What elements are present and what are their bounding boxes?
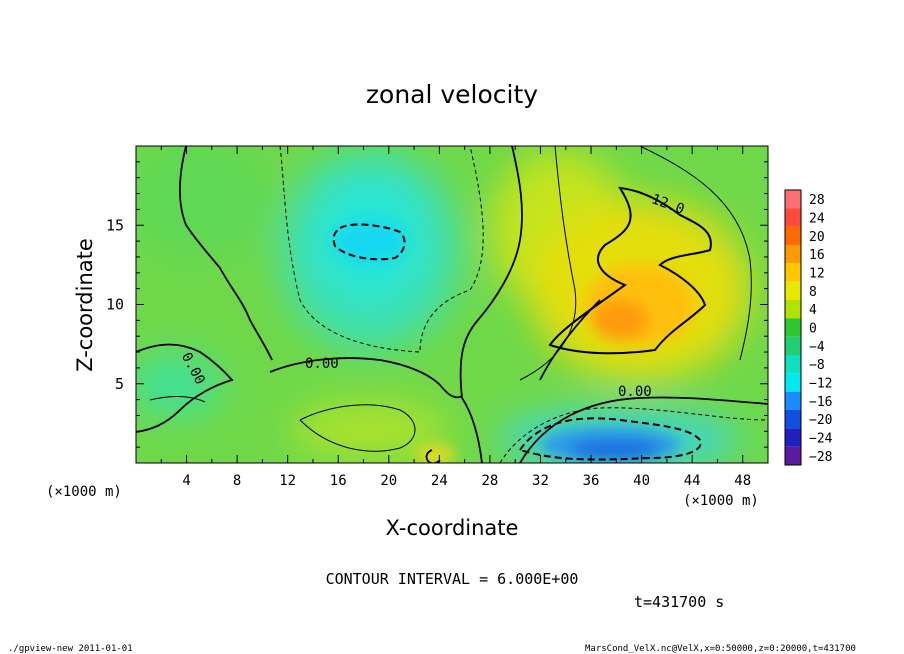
colorbar-label: 20 [809, 230, 825, 245]
colorbar-label: −20 [809, 413, 832, 428]
colorbar-swatch [785, 208, 801, 227]
colorbar-swatch [785, 446, 801, 465]
colorbar-swatch [785, 226, 801, 245]
x-unit-left: (×1000 m) [46, 484, 122, 500]
colorbar-label: −28 [809, 450, 832, 465]
colorbar-swatch [785, 391, 801, 410]
x-tick-label: 24 [431, 473, 448, 489]
colorbar-label: −24 [809, 432, 833, 447]
y-tick-label: 5 [115, 375, 124, 393]
x-tick-label: 36 [583, 473, 600, 489]
colorbar: 28 24 20 16 12 8 4 0 −4 −8 −12 −16 −20 −24 −28 [784, 189, 833, 466]
colorbar-swatch [785, 318, 801, 337]
colorbar-swatch [785, 190, 801, 209]
footer-right: MarsCond_VelX.nc@VelX,x=0:50000,z=0:2000… [585, 644, 856, 654]
contour-interval: CONTOUR INTERVAL = 6.000E+00 [326, 570, 579, 588]
x-tick-label: 12 [279, 473, 296, 489]
chart-title: zonal velocity [366, 80, 538, 109]
colorbar-swatch [785, 410, 801, 429]
colorbar-label: 4 [809, 303, 817, 318]
thin-contours [149, 146, 768, 463]
colorbar-label: −16 [809, 395, 832, 410]
colorbar-swatch [785, 355, 801, 374]
colorbar-label: −8 [809, 358, 825, 373]
x-tick-label: 28 [481, 473, 498, 489]
colorbar-label: 28 [809, 193, 825, 208]
contour-label: 0.00 [618, 384, 652, 400]
colorbar-label: 8 [809, 285, 817, 300]
x-tick-label: 20 [380, 473, 397, 489]
y-axis-label: Z-coordinate [73, 238, 97, 372]
colorbar-label: 24 [809, 212, 825, 227]
colorbar-label: −4 [809, 340, 825, 355]
x-tick-label: 16 [330, 473, 347, 489]
contour-label: 0.00 [305, 356, 339, 372]
x-unit-right: (×1000 m) [683, 493, 759, 509]
x-tick-label: 40 [633, 473, 650, 489]
colorbar-swatch [785, 428, 801, 447]
x-tick-label: 48 [734, 473, 751, 489]
negative-contours [332, 223, 702, 461]
colorbar-swatch [785, 245, 801, 264]
colorbar-swatch [785, 373, 801, 392]
x-tick-label: 32 [532, 473, 549, 489]
x-axis-label: X-coordinate [386, 516, 519, 540]
y-axis-ticks: 5 10 15 [106, 145, 768, 448]
x-tick-label: 8 [233, 473, 241, 489]
x-axis-ticks: 4 8 12 16 20 24 28 32 36 40 44 48 [160, 146, 769, 489]
y-tick-label: 15 [106, 216, 124, 234]
color-field [136, 146, 768, 463]
colorbar-label: −12 [809, 377, 832, 392]
colorbar-swatch [785, 336, 801, 355]
time-label: t=431700 s [634, 593, 724, 611]
colorbar-frame [784, 189, 802, 466]
colorbar-swatch [785, 281, 801, 300]
x-tick-label: 44 [684, 473, 701, 489]
colorbar-swatch [785, 263, 801, 282]
y-tick-label: 10 [106, 296, 124, 314]
positive-contours [548, 186, 712, 355]
x-tick-label: 4 [182, 473, 190, 489]
colorbar-swatch [785, 300, 801, 319]
colorbar-label: 12 [809, 267, 825, 282]
colorbar-label: 0 [809, 322, 817, 337]
colorbar-label: 16 [809, 248, 825, 263]
footer-left: ./gpview-new 2011-01-01 [8, 644, 133, 654]
